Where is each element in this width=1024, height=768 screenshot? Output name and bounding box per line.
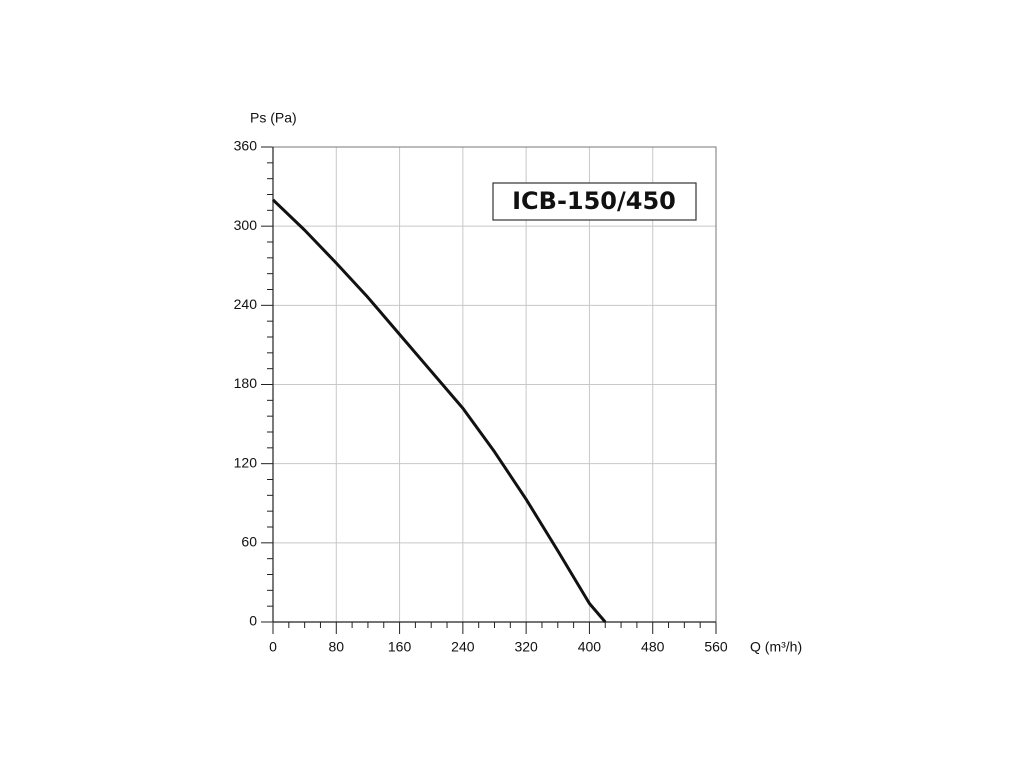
x-tick-label: 560: [704, 639, 728, 655]
x-tick-label: 480: [641, 639, 665, 655]
curve: [271, 198, 607, 623]
y-tick-label: 240: [234, 296, 258, 312]
annotation: ICB-150/450: [512, 187, 676, 215]
y-tick-label: 0: [249, 613, 257, 629]
x-tick-label: 240: [451, 639, 475, 655]
y-tick-label: 180: [234, 375, 258, 391]
x-tick-label: 320: [514, 639, 538, 655]
x-tick-label: 0: [269, 639, 277, 655]
x-tick-label: 80: [328, 639, 344, 655]
y-tick-label: 60: [241, 534, 257, 550]
annotation-box: [492, 182, 697, 221]
x-tick-label: 400: [578, 639, 602, 655]
y-tick-label: 120: [234, 454, 258, 470]
y-tick-label: 300: [234, 217, 258, 233]
y-axis-label: Ps (Pa): [250, 110, 297, 126]
x-axis-label: Q (m³/h): [750, 639, 802, 655]
y-tick-label: 360: [234, 138, 258, 154]
x-tick-label: 160: [388, 639, 412, 655]
